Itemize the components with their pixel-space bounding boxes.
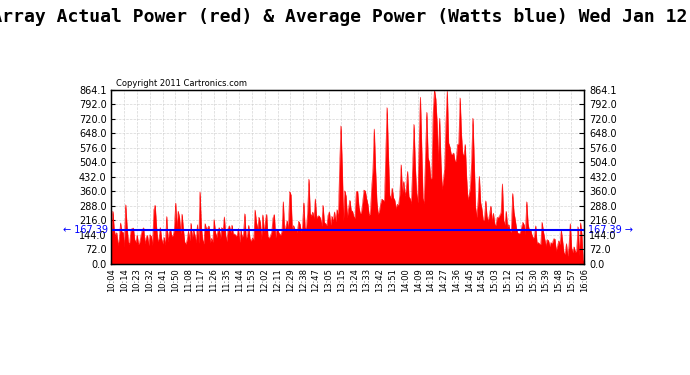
Text: West Array Actual Power (red) & Average Power (Watts blue) Wed Jan 12 16:09: West Array Actual Power (red) & Average … bbox=[0, 8, 690, 26]
Text: Copyright 2011 Cartronics.com: Copyright 2011 Cartronics.com bbox=[116, 79, 247, 88]
Text: 167.39 →: 167.39 → bbox=[588, 225, 633, 235]
Text: ← 167.39: ← 167.39 bbox=[63, 225, 108, 235]
